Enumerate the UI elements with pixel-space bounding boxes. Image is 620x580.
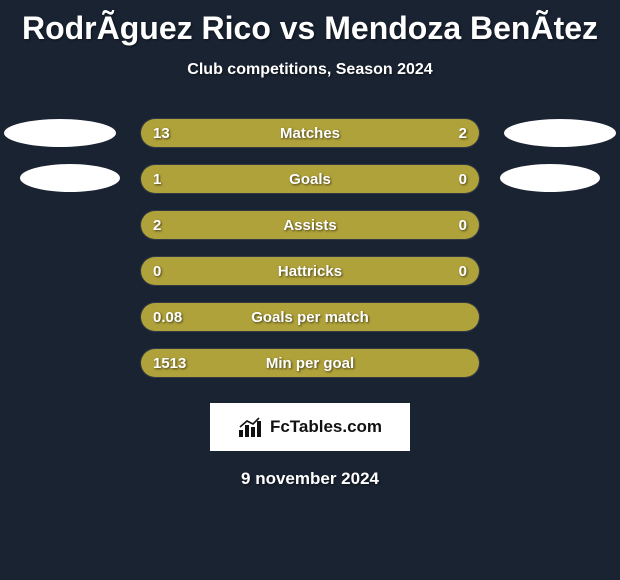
stat-value-left: 2 — [153, 211, 161, 239]
stat-value-left: 13 — [153, 119, 170, 147]
bar-right — [405, 119, 479, 147]
bar-track: 2 Assists 0 — [140, 210, 480, 240]
bar-right — [418, 165, 479, 193]
stat-row: 13 Matches 2 — [0, 117, 620, 163]
bar-right — [327, 257, 479, 285]
stat-value-right: 0 — [459, 211, 467, 239]
stat-value-right: 0 — [459, 165, 467, 193]
brand-badge: FcTables.com — [210, 403, 410, 451]
bar-track: 1513 Min per goal — [140, 348, 480, 378]
player-left-ellipse — [20, 164, 120, 192]
player-right-ellipse — [504, 119, 616, 147]
stat-value-left: 1513 — [153, 349, 186, 377]
stat-row: 2 Assists 0 — [0, 209, 620, 255]
bar-left — [141, 303, 479, 331]
stat-value-left: 0 — [153, 257, 161, 285]
page-title: RodrÃ­guez Rico vs Mendoza BenÃ­tez — [0, 0, 620, 47]
stat-value-left: 1 — [153, 165, 161, 193]
brand-text: FcTables.com — [270, 417, 382, 437]
stat-row: 1513 Min per goal — [0, 347, 620, 393]
date-label: 9 november 2024 — [0, 469, 620, 489]
bar-left — [141, 349, 479, 377]
brand-chart-icon — [238, 416, 264, 438]
bar-track: 0 Hattricks 0 — [140, 256, 480, 286]
page-subtitle: Club competitions, Season 2024 — [0, 61, 620, 79]
bar-left — [141, 165, 418, 193]
bar-track: 13 Matches 2 — [140, 118, 480, 148]
player-left-ellipse — [4, 119, 116, 147]
bar-track: 0.08 Goals per match — [140, 302, 480, 332]
bar-right — [418, 211, 479, 239]
stat-row: 0.08 Goals per match — [0, 301, 620, 347]
stats-chart: 13 Matches 2 1 Goals 0 2 Assists 0 — [0, 117, 620, 393]
bar-left — [141, 211, 418, 239]
bar-track: 1 Goals 0 — [140, 164, 480, 194]
bar-left — [141, 257, 327, 285]
player-right-ellipse — [500, 164, 600, 192]
stat-value-left: 0.08 — [153, 303, 182, 331]
stat-row: 1 Goals 0 — [0, 163, 620, 209]
stat-row: 0 Hattricks 0 — [0, 255, 620, 301]
bar-left — [141, 119, 405, 147]
stat-value-right: 0 — [459, 257, 467, 285]
stat-value-right: 2 — [459, 119, 467, 147]
